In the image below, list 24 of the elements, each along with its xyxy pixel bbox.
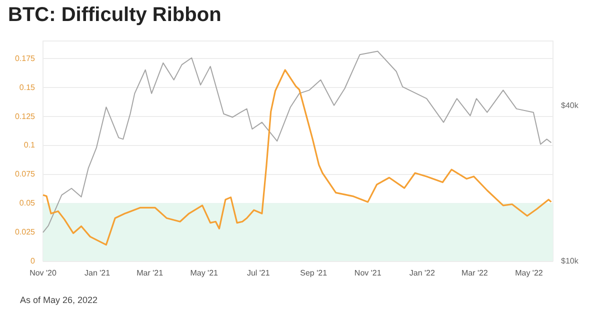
x-tick-label: Nov '21 bbox=[354, 268, 382, 278]
y-tick-label: 0.05 bbox=[19, 198, 36, 208]
y-tick-label: 0.175 bbox=[14, 54, 36, 63]
y2-tick-label: $40k bbox=[561, 100, 580, 110]
y2-tick-label: $10k bbox=[561, 256, 580, 266]
y-tick-label: 0.1 bbox=[24, 140, 36, 150]
x-tick-label: Jan '22 bbox=[409, 268, 436, 278]
x-tick-label: May '21 bbox=[190, 268, 219, 278]
y-tick-label: 0.15 bbox=[19, 82, 36, 92]
chart-title: BTC: Difficulty Ribbon bbox=[8, 4, 222, 27]
x-tick-label: Jul '21 bbox=[246, 268, 270, 278]
y-tick-label: 0.025 bbox=[14, 228, 36, 237]
line-series bbox=[42, 69, 552, 246]
x-tick-label: Mar '22 bbox=[461, 268, 488, 278]
y-tick-label: 0 bbox=[30, 256, 36, 266]
y-tick-label: 0.125 bbox=[14, 112, 36, 121]
x-tick-label: Jan '21 bbox=[84, 268, 111, 278]
x-tick-label: Nov '20 bbox=[30, 268, 57, 278]
x-tick-label: Mar '21 bbox=[136, 268, 164, 278]
line-series bbox=[42, 50, 552, 233]
x-tick-label: May '22 bbox=[515, 268, 544, 278]
y-tick-label: 0.075 bbox=[14, 170, 36, 179]
x-tick-label: Sep '21 bbox=[300, 268, 328, 278]
text: As of May 26, 2022 bbox=[20, 295, 98, 305]
